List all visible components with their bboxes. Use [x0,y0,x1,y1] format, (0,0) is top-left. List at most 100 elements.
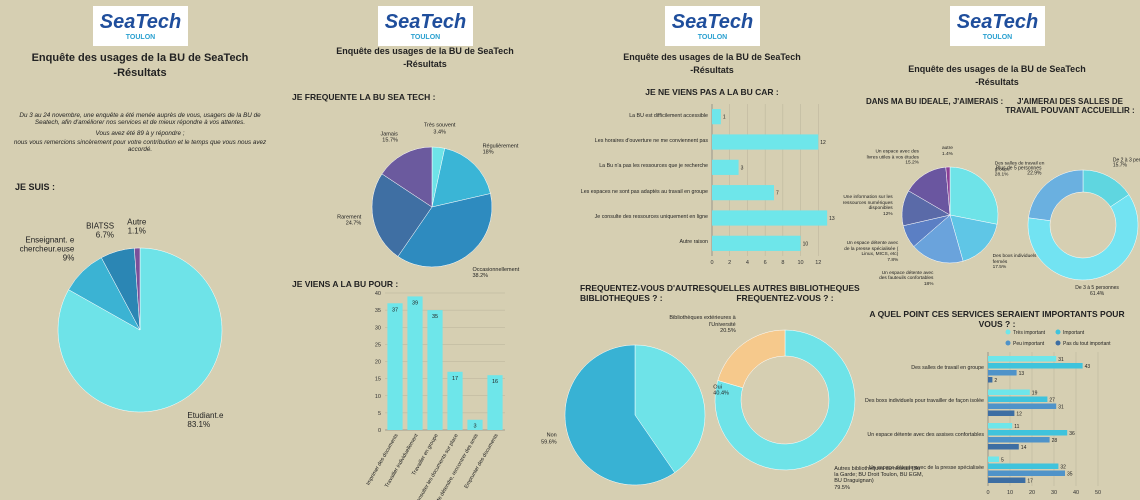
slice-value: 3.4% [433,129,446,136]
chart-title: FREQUENTEZ-VOUS D'AUTRES BIBLIOTHEQUES ?… [580,283,710,303]
slice-label: De 2 à 3 personnes15.7% [1112,157,1140,170]
value-label: 1 [723,115,726,121]
value-label: 10 [803,241,809,247]
slice-value: 18% [482,149,494,156]
legend-label: Très important [1013,330,1046,336]
x-tick-label: 0 [986,490,989,496]
slice-category: Une information sur les ressources numér… [842,195,893,212]
slice-label: Plus de 5 personnes 22.9% [986,165,1042,178]
bar [387,303,403,430]
x-tick-label: 4 [746,260,749,266]
slice-value: 6.7% [95,230,115,240]
value-label: 37 [392,307,398,313]
bar [712,235,801,251]
page-subtitle: -Résultats [113,67,167,79]
slice-label: BIATSS 6.7% [34,221,114,239]
logo-text: SeaTech [384,11,467,33]
value-label: 35 [432,314,438,320]
chart-title: JE SUIS : [15,182,56,192]
value-label: 19 [1032,390,1038,396]
slice-category: Enseignant. e chercheur.euse [19,235,75,254]
value-label: 12 [1016,411,1022,417]
bar [988,389,1030,395]
value-label: 31 [1058,404,1064,410]
y-tick-label: 5 [378,411,381,417]
slice-label: Non 59.6% [517,433,557,446]
page-subtitle: -Résultats [975,77,1019,87]
value-label: 13 [829,216,835,222]
slice-label: Autre 1.1% [97,218,177,236]
slice-label: Un espace détente avec de la presse spéc… [843,241,898,263]
y-tick-label: 25 [375,342,381,348]
slice-category: De 2 à 3 personnes [1112,157,1140,163]
bar [988,396,1048,402]
slice-label: Une information sur les ressources numér… [838,195,893,217]
slice-value: 7.8% [887,257,899,263]
bar [712,109,721,125]
slice-category: Autre [127,217,147,227]
page-subtitle: -Résultats [690,65,734,75]
pie-slice [634,344,706,473]
pie-slice [397,193,493,268]
legend-swatch [1055,329,1061,335]
logo: SeaTech TOULON [950,6,1045,46]
pie-slice [949,214,998,262]
slice-category: Autres bibliothèques du réseau (Bu la Ga… [834,465,924,485]
slice-value: 15.2% [905,160,919,166]
bar [712,185,774,201]
bar [467,419,483,430]
page-title: Enquête des usages de la BU de SeaTech [336,46,514,56]
slice-category: Occasionnellement [472,266,520,273]
slice-label: Oui 40.4% [713,384,753,397]
slice-category: Etudiant.e [187,411,224,421]
legend-swatch [1055,340,1061,346]
slice-value: 28.1% [994,172,1009,178]
x-tick-label: 10 [798,260,804,266]
value-label: 14 [1021,445,1027,451]
value-label: 17 [452,376,458,382]
slice-category: Très souvent [423,122,456,129]
y-tick-label: Un espace détente avec des assises confo… [867,431,984,438]
x-tick-label: 0 [710,260,713,266]
bar [988,456,999,462]
slice-value: 15.7% [1112,162,1128,169]
logo: SeaTech TOULON [665,6,760,46]
slice-value: 1.1% [127,226,146,236]
legend-label: Pas du tout important [1063,341,1111,347]
slice-label: Régulièrement 18% [483,143,543,156]
page-title: Enquête des usages de la BU de SeaTech [623,52,801,62]
legend-swatch [1005,329,1011,335]
y-tick-label: Des boxs individuels pour travailler de … [865,398,984,405]
page-title: Enquête des usages de la BU de SeaTech [31,52,249,64]
bar [427,310,443,430]
bar [712,159,739,175]
slice-value: 38.2% [472,272,489,279]
bar [988,470,1065,476]
slice-category: Un espace détente avec des fauteuils con… [879,270,934,282]
slice-value: 1.4% [941,151,953,157]
y-tick-label: Des salles de travail en groupe [911,364,984,371]
page-title: Enquête des usages de la BU de SeaTech [908,64,1086,74]
pie-slice [717,329,786,389]
y-tick-label: Un espace détente avec de la presse spéc… [868,465,984,472]
pie-slice [714,329,856,471]
slice-category: Des salles de travail en groupe [994,161,1045,173]
intro-text: Vous avez été 89 à y répondre ; [95,130,185,137]
pie-slice [949,166,999,225]
y-tick-label: Les horaires d'ouverture ne me convienne… [594,138,708,144]
bar [988,477,1026,483]
y-tick-label: 0 [378,428,381,434]
x-tick-label: 2 [728,260,731,266]
slice-value: 22.9% [1027,170,1042,177]
pie-slice [1028,169,1084,221]
slice-category: De 3 à 5 personnes [1075,285,1119,292]
slice-value: 20.5% [720,328,736,335]
logo-subtext: TOULON [697,34,728,41]
logo: SeaTech TOULON [93,6,188,46]
slice-label: autre 1.4% [920,146,975,157]
pie-slice [1027,194,1139,281]
value-label: 13 [1019,371,1025,377]
y-tick-label: 30 [375,325,381,331]
bar [988,377,993,383]
